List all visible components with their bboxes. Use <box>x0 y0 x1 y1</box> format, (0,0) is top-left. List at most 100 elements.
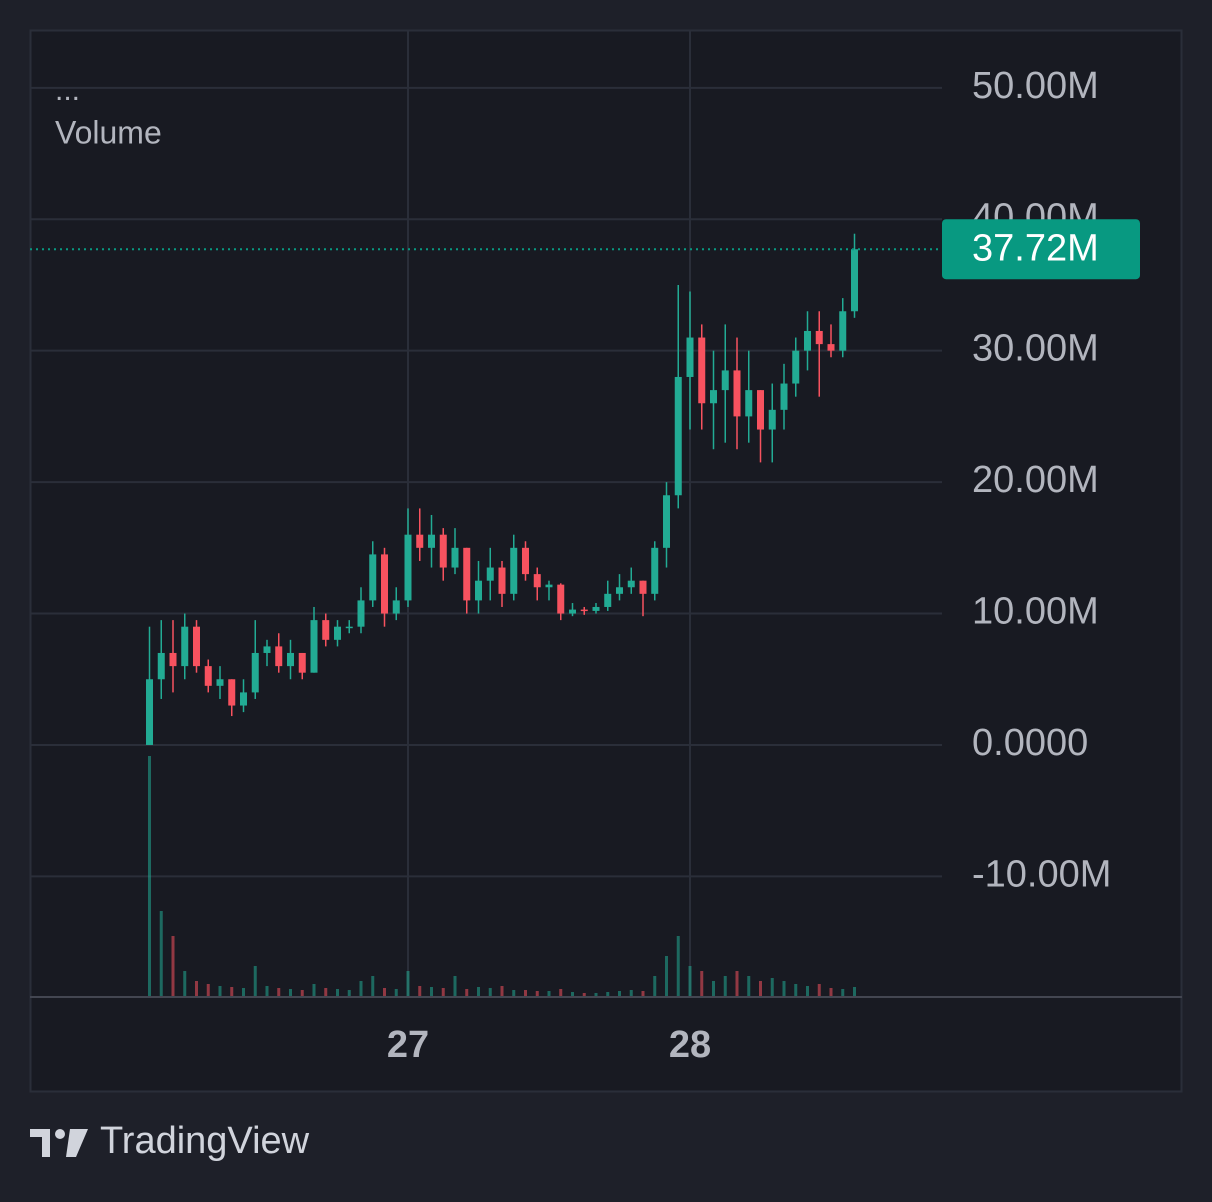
candle-body <box>146 679 153 745</box>
y-tick-label: 20.00M <box>972 459 1099 501</box>
candle-body <box>768 409 776 430</box>
candle-body <box>169 652 177 667</box>
candle-body <box>698 337 706 404</box>
volume-bar <box>817 984 821 996</box>
volume-bar <box>383 988 386 996</box>
chart-panel <box>29 29 1183 1093</box>
volume-bar <box>195 981 198 996</box>
candle-body <box>416 534 424 548</box>
volume-bar <box>535 991 539 996</box>
tradingview-logo <box>30 1129 88 1157</box>
candle-body <box>580 609 588 612</box>
price-badge <box>942 219 1140 280</box>
candle-body <box>369 554 377 601</box>
candle-body <box>745 390 753 417</box>
volume-bar <box>512 990 516 996</box>
volume-bar <box>794 984 798 996</box>
candle-body <box>157 652 165 680</box>
candle-body <box>498 567 506 594</box>
candle-body <box>287 652 294 667</box>
volume-bar <box>688 966 692 996</box>
volume-bar <box>406 971 410 996</box>
candle-body <box>298 652 306 673</box>
candle-body <box>733 370 741 417</box>
candle-body <box>334 626 341 640</box>
volume-bar <box>324 988 328 996</box>
volume-bar <box>206 984 210 996</box>
candle-body <box>651 547 659 594</box>
volume-bar <box>277 988 281 996</box>
volume-bar <box>547 991 551 996</box>
volume-bar <box>700 971 704 996</box>
volume-bar <box>747 976 751 996</box>
volume-bar <box>312 984 316 996</box>
volume-bar <box>735 971 739 996</box>
candle-body <box>357 600 365 627</box>
volume-bar <box>371 976 375 996</box>
volume-bar <box>430 987 433 996</box>
candle-body <box>721 370 729 391</box>
candle-body <box>381 554 388 614</box>
candle-body <box>510 547 518 594</box>
volume-bar <box>665 956 668 996</box>
volume-bar <box>582 993 586 996</box>
candle-body <box>686 337 694 377</box>
candle-body <box>710 390 717 404</box>
candle-body <box>757 390 764 430</box>
volume-bar <box>500 986 504 996</box>
volume-bar <box>441 988 445 996</box>
candle-body <box>392 600 400 614</box>
candle-body <box>263 646 271 653</box>
candle-body <box>404 534 412 601</box>
candle-body <box>639 580 647 594</box>
candle-body <box>204 666 212 686</box>
volume-bar <box>289 989 292 996</box>
volume-bar <box>606 992 610 996</box>
volume-bar <box>806 986 809 996</box>
volume-bar <box>782 981 786 996</box>
marks <box>30 233 942 996</box>
candle-body <box>310 620 318 673</box>
candle-body <box>804 330 811 351</box>
volume-bar <box>265 986 269 996</box>
labels: 50.00M40.00M30.00M20.00M10.00M0.0000-10.… <box>387 65 1140 1066</box>
candle-body <box>522 547 529 575</box>
candle-body <box>780 383 788 410</box>
volume-bar <box>300 990 304 996</box>
candle-body <box>240 692 247 706</box>
candle-body <box>228 679 236 706</box>
candle-body <box>569 609 576 614</box>
volume-bar <box>723 976 727 996</box>
candle-body <box>592 606 600 611</box>
volume-bar <box>488 988 492 996</box>
volume-bar <box>559 989 563 996</box>
volume-bar <box>571 992 574 996</box>
volume-bar <box>759 981 762 996</box>
candle-body <box>545 584 553 588</box>
footer-brand: TradingView <box>100 1120 310 1162</box>
candle-body <box>251 652 259 693</box>
volume-bar <box>218 986 222 996</box>
volume-bar <box>347 990 351 996</box>
y-tick-label: 50.00M <box>972 65 1099 107</box>
volume-bar <box>359 981 363 996</box>
volume-bar <box>171 936 175 996</box>
volume-bar <box>841 989 845 996</box>
volume-bar <box>712 981 715 996</box>
candle-body <box>345 626 353 629</box>
candle-body <box>616 587 623 594</box>
grid <box>30 30 942 996</box>
volume-bar <box>148 756 151 996</box>
y-tick-label: 10.00M <box>972 591 1099 633</box>
candle-body <box>663 495 670 548</box>
volume-bar <box>242 988 245 996</box>
candle-body <box>815 330 823 345</box>
candle-body <box>792 350 800 384</box>
candle-body <box>439 534 447 568</box>
candle-body <box>627 580 635 588</box>
volume-bar <box>829 988 833 996</box>
volume-bar <box>418 986 422 996</box>
candle-body <box>839 311 847 351</box>
